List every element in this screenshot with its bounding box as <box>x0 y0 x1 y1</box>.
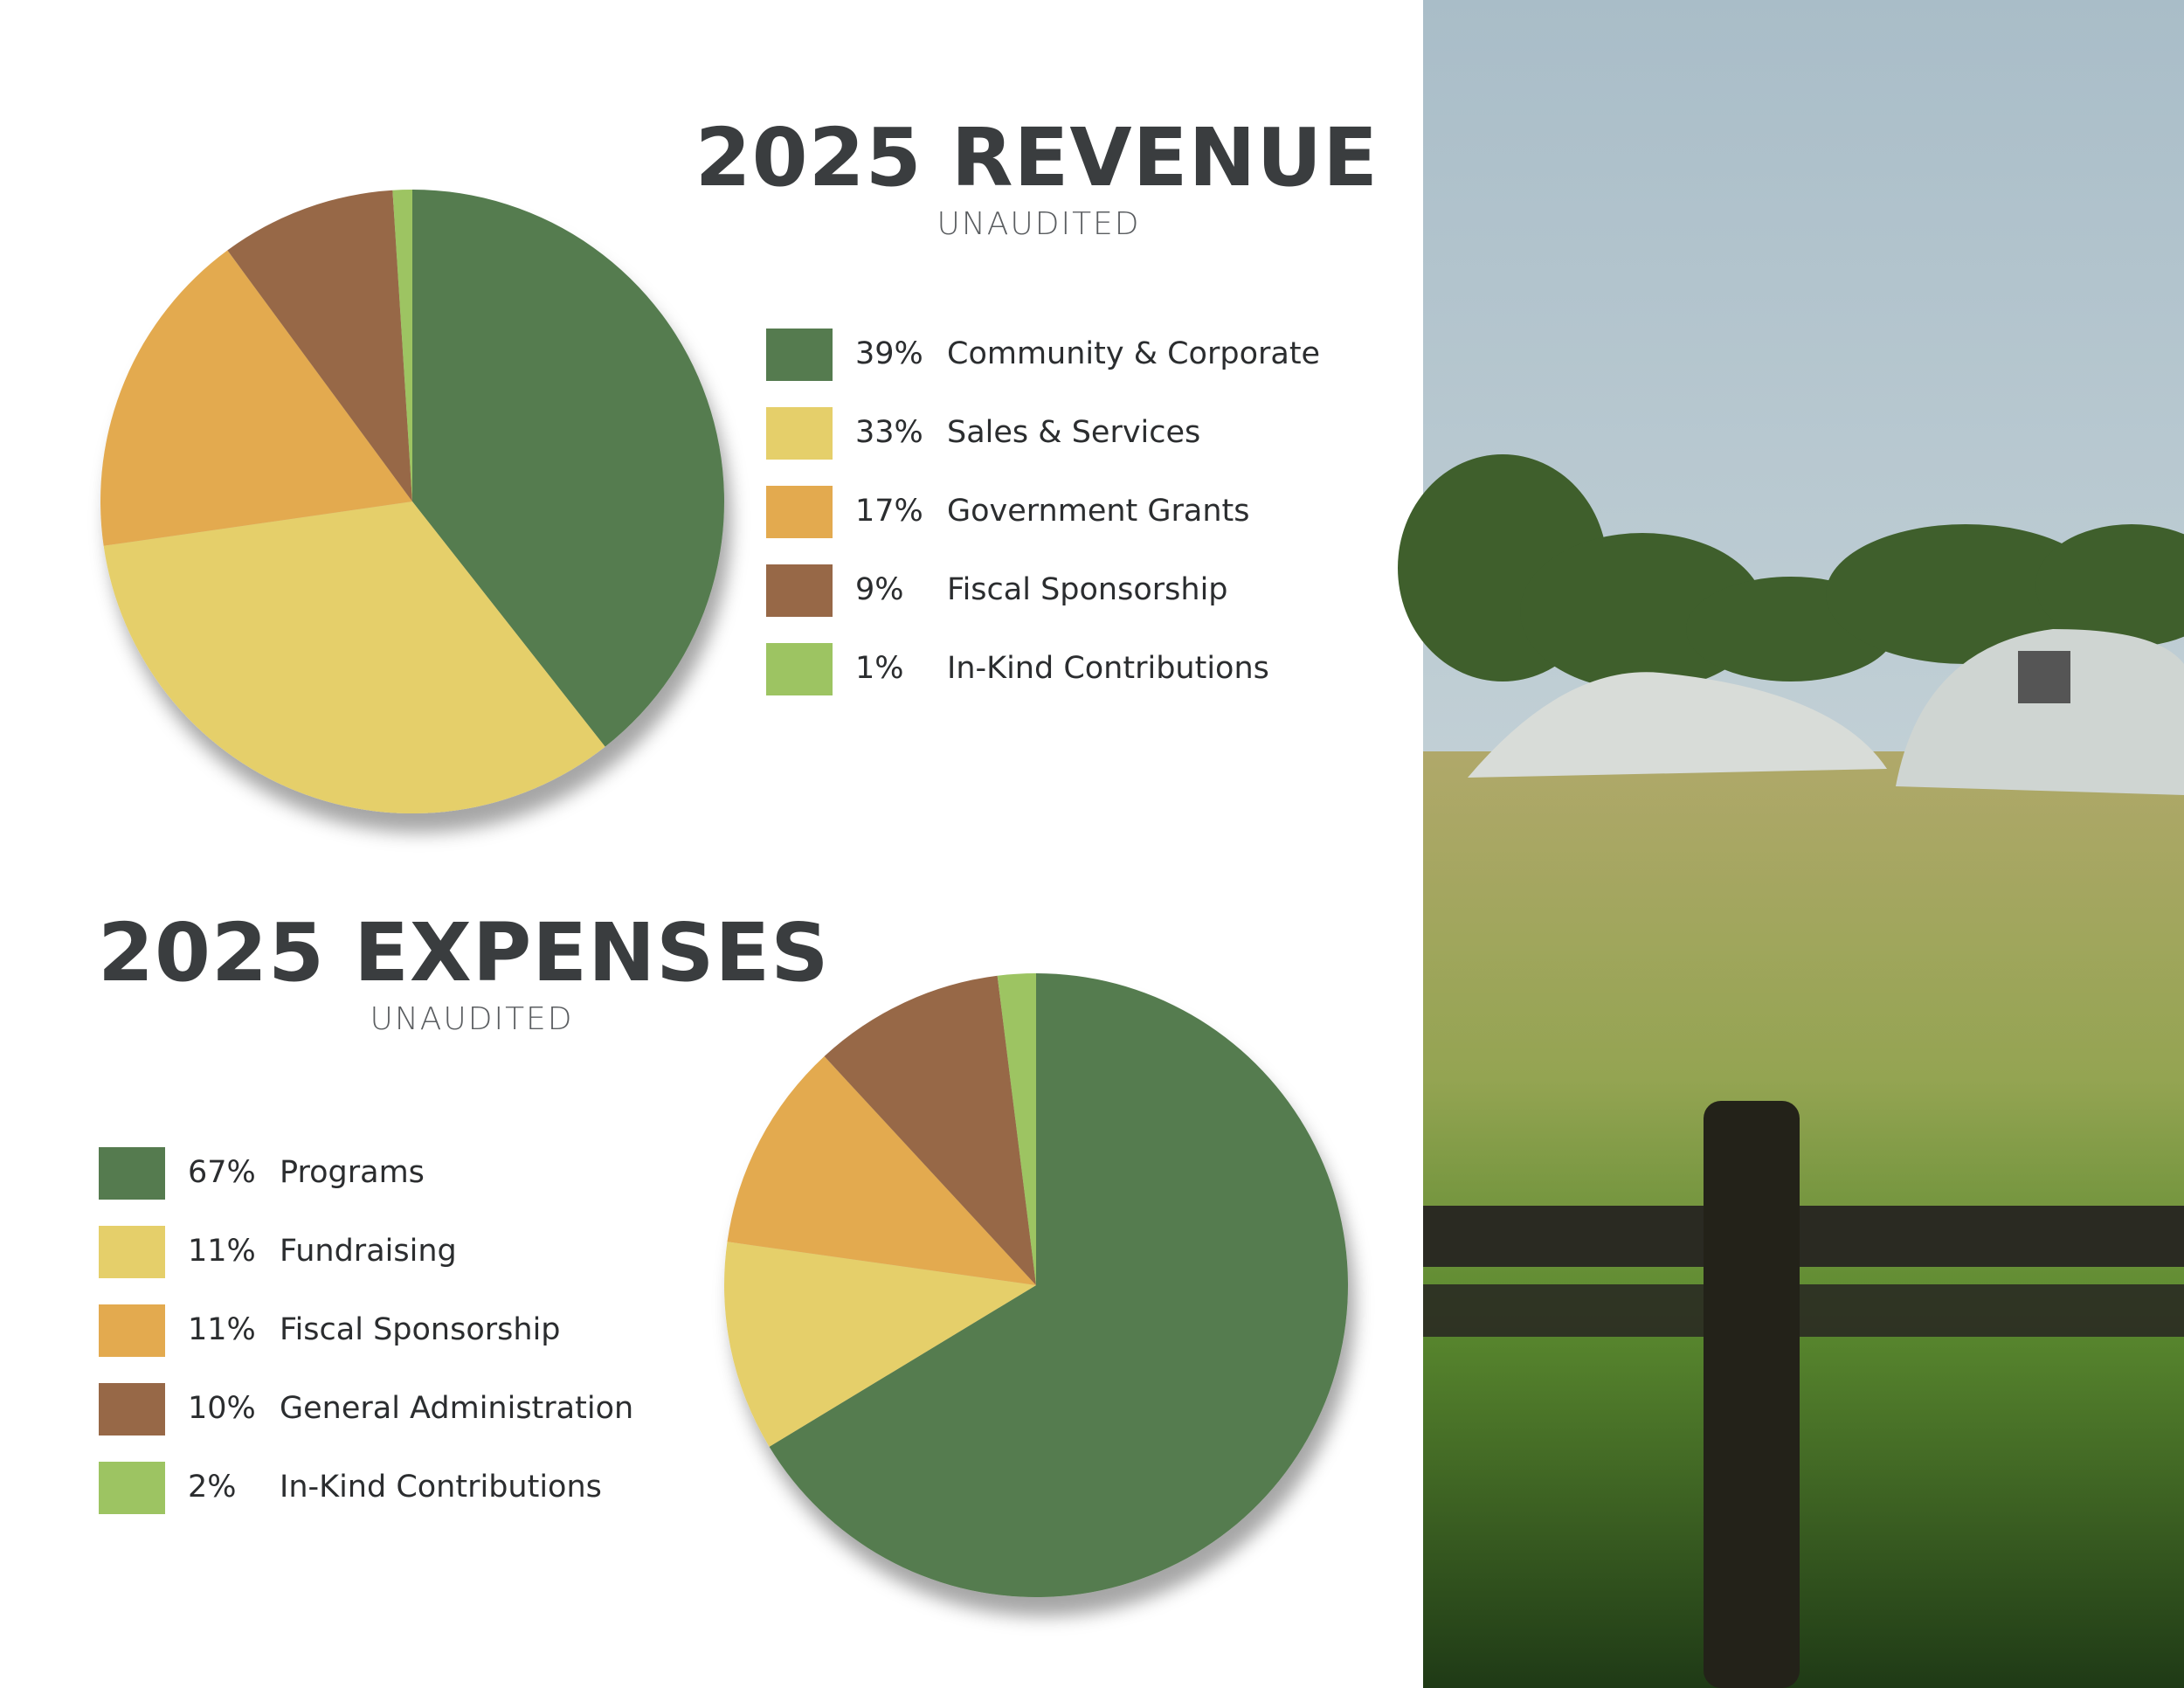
pie-slice <box>727 1055 1036 1285</box>
legend-value: 11% <box>188 1312 256 1347</box>
legend-label: Programs <box>280 1155 425 1190</box>
pie <box>724 973 1348 1597</box>
legend-label: Community & Corporate <box>947 336 1320 371</box>
pie-slice <box>412 190 724 747</box>
legend-value: 33% <box>855 415 923 450</box>
chart-subtitle: UNAUDITED <box>936 206 1140 242</box>
pie <box>100 190 724 814</box>
legend-value: 11% <box>188 1234 256 1269</box>
legend-label: General Administration <box>280 1391 633 1426</box>
legend-swatch <box>99 1462 165 1514</box>
legend-value: 1% <box>855 651 904 686</box>
legend-swatch <box>766 564 833 617</box>
legend-value: 67% <box>188 1155 256 1190</box>
legend-swatch <box>99 1304 165 1357</box>
legend-label: Fiscal Sponsorship <box>280 1312 561 1347</box>
chart-subtitle: UNAUDITED <box>370 1001 573 1037</box>
pie-slice <box>100 250 412 546</box>
pie-slice <box>103 502 605 814</box>
pie-slice <box>392 190 412 502</box>
pie-slice <box>997 973 1036 1285</box>
chart-title: 2025 EXPENSES <box>98 906 830 1000</box>
chart-title: 2025 REVENUE <box>695 111 1379 204</box>
legend-swatch <box>99 1147 165 1200</box>
legend-label: In-Kind Contributions <box>947 651 1269 686</box>
pie-slice <box>769 973 1348 1597</box>
legend-swatch <box>766 329 833 381</box>
legend-swatch <box>766 643 833 695</box>
legend-swatch <box>766 486 833 538</box>
pie-slice <box>724 1242 1036 1447</box>
pie-slice <box>227 190 412 502</box>
legend-swatch <box>766 407 833 460</box>
legend-value: 17% <box>855 494 923 529</box>
legend-value: 2% <box>188 1470 237 1505</box>
legend-label: Fiscal Sponsorship <box>947 572 1228 607</box>
legend-swatch <box>99 1226 165 1278</box>
legend-label: In-Kind Contributions <box>280 1470 602 1505</box>
legend-label: Fundraising <box>280 1234 457 1269</box>
legend-value: 10% <box>188 1391 256 1426</box>
legend-value: 9% <box>855 572 904 607</box>
legend-label: Government Grants <box>947 494 1250 529</box>
legend-swatch <box>99 1383 165 1435</box>
photo <box>1398 0 2184 1688</box>
legend-value: 39% <box>855 336 923 371</box>
legend-label: Sales & Services <box>947 415 1200 450</box>
pie-slice <box>824 975 1036 1285</box>
